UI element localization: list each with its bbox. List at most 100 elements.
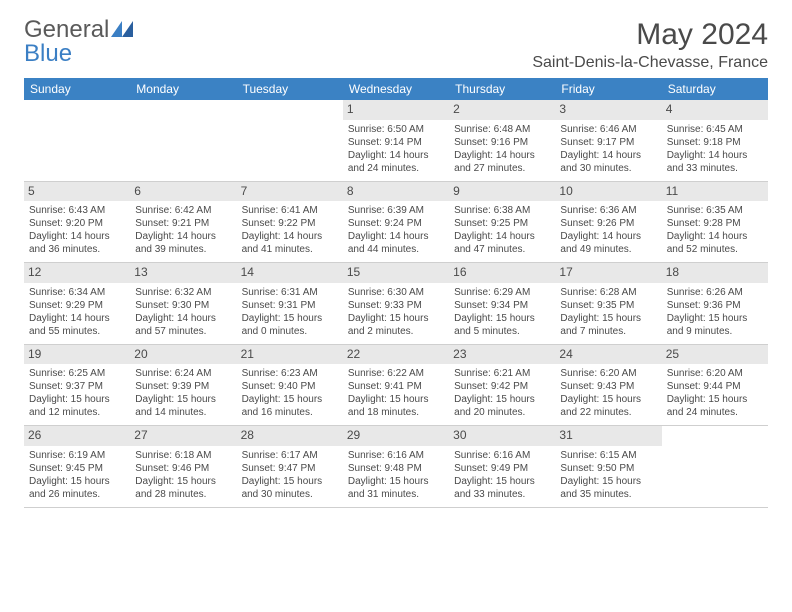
sunset-text: Sunset: 9:43 PM [560, 380, 656, 393]
sunrise-text: Sunrise: 6:20 AM [667, 367, 763, 380]
day-cell: . [662, 426, 768, 507]
day-cell: . [237, 100, 343, 181]
sunrise-text: Sunrise: 6:26 AM [667, 286, 763, 299]
sunrise-text: Sunrise: 6:17 AM [242, 449, 338, 462]
day-cell: . [24, 100, 130, 181]
daylight-text: Daylight: 14 hours and 36 minutes. [29, 230, 125, 256]
sunset-text: Sunset: 9:46 PM [135, 462, 231, 475]
daylight-text: Daylight: 14 hours and 30 minutes. [560, 149, 656, 175]
sunset-text: Sunset: 9:49 PM [454, 462, 550, 475]
page-header: GeneralBlue May 2024 Saint-Denis-la-Chev… [24, 18, 768, 72]
sunrise-text: Sunrise: 6:31 AM [242, 286, 338, 299]
sunset-text: Sunset: 9:45 PM [29, 462, 125, 475]
sunset-text: Sunset: 9:39 PM [135, 380, 231, 393]
sunset-text: Sunset: 9:31 PM [242, 299, 338, 312]
daylight-text: Daylight: 15 hours and 30 minutes. [242, 475, 338, 501]
daylight-text: Daylight: 15 hours and 22 minutes. [560, 393, 656, 419]
day-number: 20 [130, 345, 236, 365]
day-cell: 23Sunrise: 6:21 AMSunset: 9:42 PMDayligh… [449, 345, 555, 426]
daylight-text: Daylight: 15 hours and 14 minutes. [135, 393, 231, 419]
logo-text-1: General [24, 16, 109, 43]
sunset-text: Sunset: 9:36 PM [667, 299, 763, 312]
day-cell: 19Sunrise: 6:25 AMSunset: 9:37 PMDayligh… [24, 345, 130, 426]
day-number: 12 [24, 263, 130, 283]
day-number: 31 [555, 426, 661, 446]
month-title: May 2024 [532, 18, 768, 52]
day-header: Sunday [24, 78, 130, 100]
sunset-text: Sunset: 9:24 PM [348, 217, 444, 230]
sunrise-text: Sunrise: 6:20 AM [560, 367, 656, 380]
day-cell: 27Sunrise: 6:18 AMSunset: 9:46 PMDayligh… [130, 426, 236, 507]
logo-text-2: Blue [24, 40, 72, 67]
daylight-text: Daylight: 15 hours and 31 minutes. [348, 475, 444, 501]
daylight-text: Daylight: 15 hours and 5 minutes. [454, 312, 550, 338]
day-number: 15 [343, 263, 449, 283]
daylight-text: Daylight: 15 hours and 28 minutes. [135, 475, 231, 501]
sunset-text: Sunset: 9:37 PM [29, 380, 125, 393]
title-block: May 2024 Saint-Denis-la-Chevasse, France [532, 18, 768, 72]
day-header: Monday [130, 78, 236, 100]
day-cell: 15Sunrise: 6:30 AMSunset: 9:33 PMDayligh… [343, 263, 449, 344]
sunrise-text: Sunrise: 6:21 AM [454, 367, 550, 380]
daylight-text: Daylight: 14 hours and 47 minutes. [454, 230, 550, 256]
sunrise-text: Sunrise: 6:41 AM [242, 204, 338, 217]
daylight-text: Daylight: 14 hours and 44 minutes. [348, 230, 444, 256]
daylight-text: Daylight: 14 hours and 52 minutes. [667, 230, 763, 256]
daylight-text: Daylight: 15 hours and 7 minutes. [560, 312, 656, 338]
daylight-text: Daylight: 15 hours and 35 minutes. [560, 475, 656, 501]
sunrise-text: Sunrise: 6:39 AM [348, 204, 444, 217]
day-number: 9 [449, 182, 555, 202]
sunset-text: Sunset: 9:17 PM [560, 136, 656, 149]
day-cell: 10Sunrise: 6:36 AMSunset: 9:26 PMDayligh… [555, 182, 661, 263]
daylight-text: Daylight: 14 hours and 39 minutes. [135, 230, 231, 256]
day-number: 14 [237, 263, 343, 283]
day-cell: 7Sunrise: 6:41 AMSunset: 9:22 PMDaylight… [237, 182, 343, 263]
daylight-text: Daylight: 15 hours and 0 minutes. [242, 312, 338, 338]
day-cell: 3 Sunrise: 6:46 AMSunset: 9:17 PMDaylight… [555, 100, 661, 181]
daylight-text: Daylight: 15 hours and 24 minutes. [667, 393, 763, 419]
sunrise-text: Sunrise: 6:38 AM [454, 204, 550, 217]
sunset-text: Sunset: 9:28 PM [667, 217, 763, 230]
day-cell: 17Sunrise: 6:28 AMSunset: 9:35 PMDayligh… [555, 263, 661, 344]
day-number: 13 [130, 263, 236, 283]
day-cell: 12Sunrise: 6:34 AMSunset: 9:29 PMDayligh… [24, 263, 130, 344]
sunset-text: Sunset: 9:44 PM [667, 380, 763, 393]
sunrise-text: Sunrise: 6:23 AM [242, 367, 338, 380]
sunrise-text: Sunrise: 6:46 AM [560, 123, 656, 136]
day-number: 26 [24, 426, 130, 446]
day-number: 30 [449, 426, 555, 446]
day-cell: 9 Sunrise: 6:38 AMSunset: 9:25 PMDaylight… [449, 182, 555, 263]
day-number: 23 [449, 345, 555, 365]
day-cell: 2Sunrise: 6:48 AMSunset: 9:16 PMDaylight… [449, 100, 555, 181]
sunset-text: Sunset: 9:16 PM [454, 136, 550, 149]
logo-text: GeneralBlue [24, 18, 133, 66]
day-number: 16 [449, 263, 555, 283]
sunset-text: Sunset: 9:35 PM [560, 299, 656, 312]
week-row: 5Sunrise: 6:43 AMSunset: 9:20 PMDaylight… [24, 182, 768, 264]
day-cell: 13Sunrise: 6:32 AMSunset: 9:30 PMDayligh… [130, 263, 236, 344]
sunset-text: Sunset: 9:33 PM [348, 299, 444, 312]
logo: GeneralBlue [24, 18, 133, 66]
day-cell: . [130, 100, 236, 181]
sunrise-text: Sunrise: 6:35 AM [667, 204, 763, 217]
day-number: 2 [449, 100, 555, 120]
day-number: 17 [555, 263, 661, 283]
sunset-text: Sunset: 9:14 PM [348, 136, 444, 149]
sunrise-text: Sunrise: 6:32 AM [135, 286, 231, 299]
sunset-text: Sunset: 9:25 PM [454, 217, 550, 230]
sunset-text: Sunset: 9:20 PM [29, 217, 125, 230]
day-number: 4 [662, 100, 768, 120]
sunrise-text: Sunrise: 6:43 AM [29, 204, 125, 217]
sunrise-text: Sunrise: 6:45 AM [667, 123, 763, 136]
sunset-text: Sunset: 9:34 PM [454, 299, 550, 312]
day-cell: 26Sunrise: 6:19 AMSunset: 9:45 PMDayligh… [24, 426, 130, 507]
day-number: 3 [555, 100, 661, 120]
calendar: Sunday Monday Tuesday Wednesday Thursday… [24, 78, 768, 508]
daylight-text: Daylight: 15 hours and 33 minutes. [454, 475, 550, 501]
day-cell: 14 Sunrise: 6:31 AMSunset: 9:31 PMDayligh… [237, 263, 343, 344]
day-cell: 18Sunrise: 6:26 AMSunset: 9:36 PMDayligh… [662, 263, 768, 344]
day-number: 19 [24, 345, 130, 365]
daylight-text: Daylight: 14 hours and 55 minutes. [29, 312, 125, 338]
day-number: 18 [662, 263, 768, 283]
day-number: 24 [555, 345, 661, 365]
